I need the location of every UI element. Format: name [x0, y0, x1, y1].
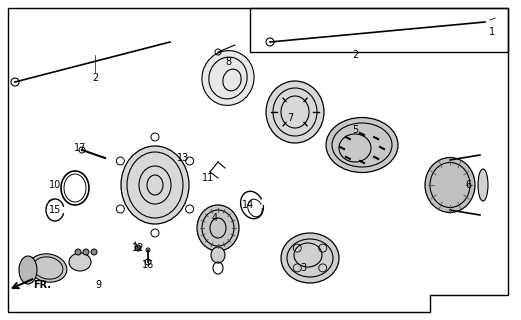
Circle shape — [135, 245, 141, 251]
Ellipse shape — [326, 117, 398, 172]
Ellipse shape — [202, 51, 254, 105]
Text: 15: 15 — [49, 205, 61, 215]
Circle shape — [91, 249, 97, 255]
Ellipse shape — [19, 256, 37, 284]
Ellipse shape — [266, 81, 324, 143]
Text: 1: 1 — [489, 27, 495, 37]
Ellipse shape — [281, 233, 339, 283]
Text: 2: 2 — [352, 50, 358, 60]
Text: 9: 9 — [95, 280, 101, 290]
Ellipse shape — [478, 169, 488, 201]
Text: 3: 3 — [300, 263, 306, 273]
Text: 4: 4 — [212, 213, 218, 223]
Text: FR.: FR. — [33, 280, 51, 290]
Ellipse shape — [197, 205, 239, 251]
Text: 5: 5 — [352, 125, 358, 135]
Circle shape — [75, 249, 81, 255]
Text: 8: 8 — [225, 57, 231, 67]
Ellipse shape — [425, 157, 475, 212]
Text: 14: 14 — [242, 200, 254, 210]
Text: 7: 7 — [287, 113, 293, 123]
Circle shape — [83, 249, 89, 255]
Text: 16: 16 — [142, 260, 154, 270]
Text: 2: 2 — [92, 73, 98, 83]
Text: 17: 17 — [74, 143, 86, 153]
Ellipse shape — [211, 247, 225, 263]
Text: 6: 6 — [465, 180, 471, 190]
Text: 11: 11 — [202, 173, 214, 183]
Ellipse shape — [29, 254, 67, 282]
Text: 12: 12 — [132, 243, 144, 253]
Text: 13: 13 — [177, 153, 189, 163]
Ellipse shape — [69, 253, 91, 271]
Ellipse shape — [121, 146, 189, 224]
Text: 10: 10 — [49, 180, 61, 190]
